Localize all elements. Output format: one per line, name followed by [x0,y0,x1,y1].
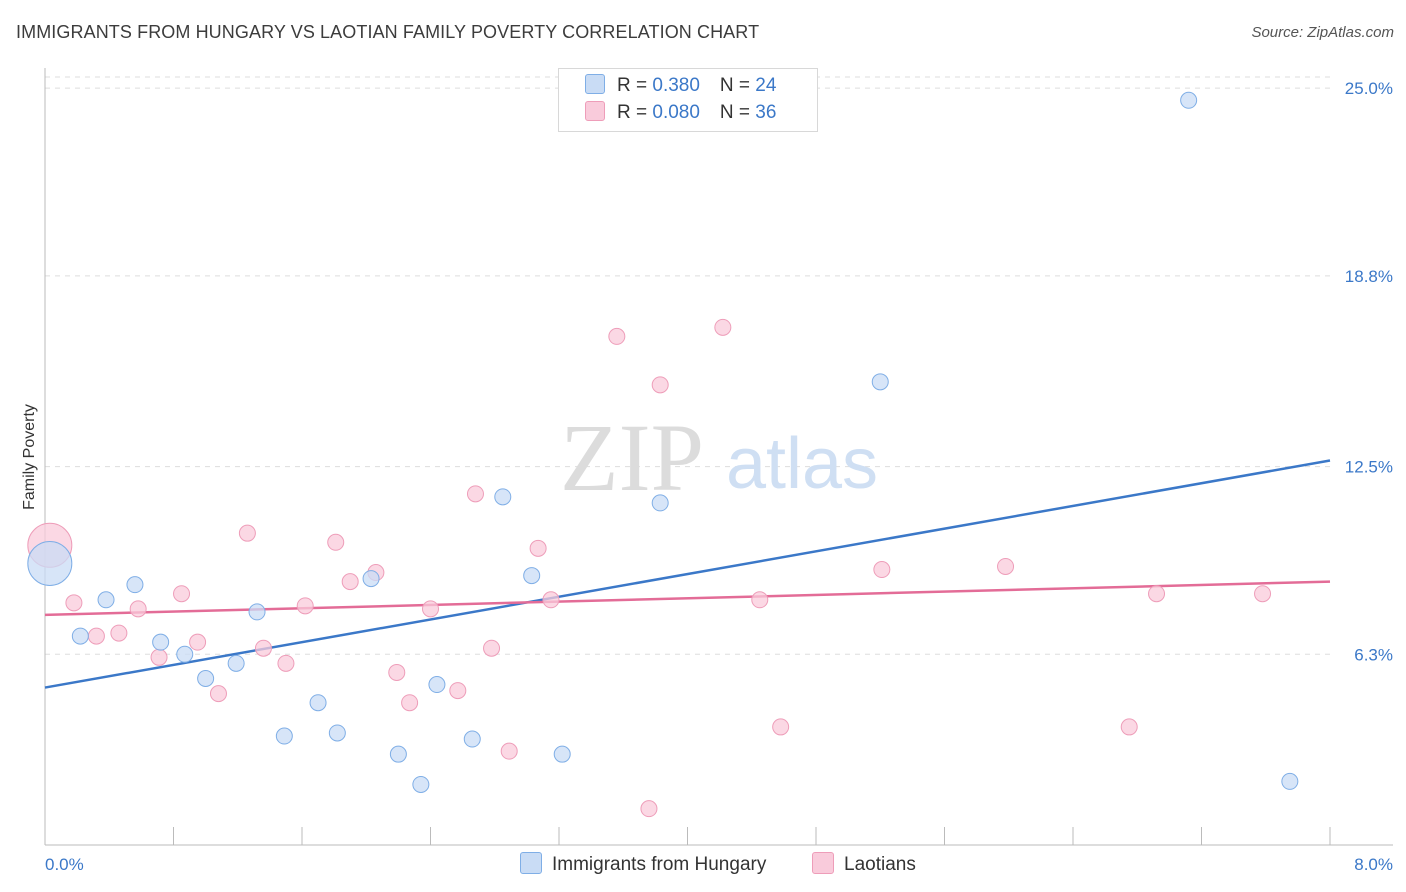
y-tick-label: 6.3% [1354,645,1393,664]
y-tick-label: 12.5% [1345,458,1393,477]
point-laotians [449,682,467,700]
point-laotians [296,597,314,615]
point-laotians [640,800,658,818]
point-hungary [1281,772,1299,790]
x-tick-label-min: 0.0% [45,855,84,874]
point-hungary [227,654,245,672]
trend-line-laotians [44,580,1331,617]
point-laotians [388,663,406,681]
legend-n-label: N = [719,75,756,96]
grid-layer [45,76,1330,655]
point-hungary [553,745,571,763]
point-laotians [542,591,560,609]
point-hungary [412,775,430,793]
point-laotians [327,533,345,551]
point-laotians [751,591,769,609]
y-axis-label: Family Poverty [21,404,38,510]
watermark-zip: ZIP [560,404,704,511]
point-laotians [189,633,207,651]
chart-title: IMMIGRANTS FROM HUNGARY VS LAOTIAN FAMIL… [16,22,760,42]
point-hungary [27,540,73,586]
point-hungary [362,570,380,588]
point-hungary [197,669,215,687]
point-hungary [428,676,446,694]
point-hungary [97,591,115,609]
point-hungary [328,724,346,742]
legend-n-label: N = [719,102,756,123]
point-laotians [254,639,272,657]
bottom-legend-label-hungary: Immigrants from Hungary [552,854,767,875]
point-laotians [1120,718,1138,736]
point-laotians [65,594,83,612]
point-hungary [494,488,512,506]
point-hungary [152,633,170,651]
x-tick-label-max: 8.0% [1354,855,1393,874]
point-laotians [238,524,256,542]
point-laotians [150,648,168,666]
point-laotians [997,557,1015,575]
source-label: Source: ZipAtlas.com [1251,24,1394,41]
point-laotians [1148,585,1166,603]
bottom-legend-swatch-pink [812,852,834,874]
legend-n-value: 36 [755,102,777,123]
point-laotians [714,318,732,336]
point-laotians [277,654,295,672]
legend-r-value: 0.080 [652,102,700,123]
point-hungary [651,494,669,512]
point-hungary [523,567,541,585]
point-laotians [401,694,419,712]
point-hungary [275,727,293,745]
ticks-layer: 6.3% 12.5% 18.8% 25.0% 0.0% 8.0% [45,79,1393,874]
point-laotians [500,742,518,760]
points-layer [27,91,1299,818]
point-hungary [463,730,481,748]
point-laotians [110,624,128,642]
bottom-legend-label-laotians: Laotians [844,854,916,875]
point-laotians [529,539,547,557]
point-laotians [209,685,227,703]
point-hungary [176,645,194,663]
legend-n-value: 24 [755,75,777,96]
point-laotians [341,573,359,591]
point-laotians [651,376,669,394]
point-laotians [173,585,191,603]
point-laotians [422,600,439,618]
y-tick-label: 25.0% [1345,79,1393,98]
point-laotians [1254,585,1272,603]
legend-row-laotians: R = 0.080 N = 36 [585,101,776,127]
axes-layer [44,68,1393,846]
watermark: ZIP atlas [560,404,878,511]
bottom-legend-hungary: Immigrants from Hungary [520,852,766,876]
point-laotians [87,627,105,645]
point-hungary [389,745,407,763]
legend-row-hungary: R = 0.380 N = 24 [585,74,776,100]
bottom-legend-laotians: Laotians [812,852,916,876]
legend-r-label: R = [617,75,653,96]
point-hungary [871,373,889,391]
point-hungary [309,694,327,712]
y-tick-label: 18.8% [1345,267,1393,286]
bottom-legend-swatch-blue [520,852,542,874]
stats-legend: R = 0.380 N = 24 R = 0.080 N = 36 [558,68,818,132]
point-laotians [483,639,501,657]
point-laotians [466,485,484,503]
point-laotians [608,327,626,345]
legend-r-value: 0.380 [652,75,700,96]
legend-swatch-blue [585,74,605,94]
point-laotians [873,561,891,579]
point-laotians [772,718,790,736]
point-laotians [129,600,147,618]
legend-r-label: R = [617,102,653,123]
point-hungary [126,576,144,594]
legend-swatch-pink [585,101,605,121]
point-hungary [71,627,89,645]
watermark-atlas: atlas [726,424,878,504]
point-hungary [1180,91,1198,109]
point-hungary [248,603,266,621]
